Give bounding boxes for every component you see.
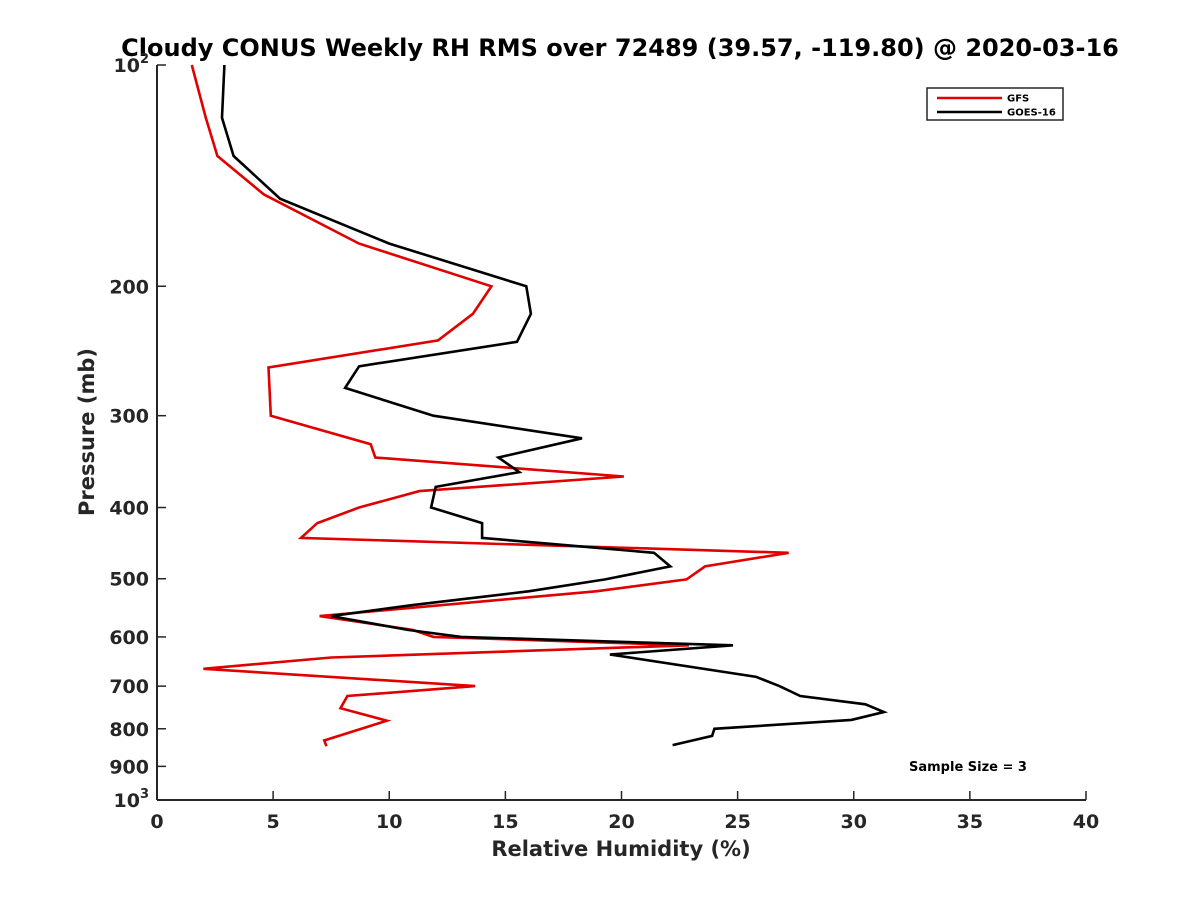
y-tick-label: 400 xyxy=(109,498,149,520)
y-tick-exponent: 2 xyxy=(140,52,149,67)
legend-box xyxy=(926,87,1064,121)
x-tick-label: 5 xyxy=(267,811,280,833)
y-tick-label: 200 xyxy=(109,276,149,298)
y-axis-label: Pressure (mb) xyxy=(75,348,99,516)
x-tick-label: 40 xyxy=(1073,811,1099,833)
x-tick-label: 25 xyxy=(724,811,750,833)
x-tick-label: 30 xyxy=(841,811,867,833)
y-tick-label: 600 xyxy=(109,627,149,649)
x-ticks: 0 5 10 15 20 25 30 35 40 xyxy=(150,791,1099,833)
x-tick-label: 10 xyxy=(376,811,402,833)
legend-label: GFS xyxy=(1007,94,1029,105)
y-tick-label: 500 xyxy=(109,569,149,591)
x-tick-label: 35 xyxy=(957,811,983,833)
legend: GFS GOES-16 xyxy=(926,87,1064,121)
legend-label: GOES-16 xyxy=(1007,108,1056,119)
series-layer xyxy=(190,64,889,747)
y-tick-label: 103 xyxy=(114,787,150,812)
x-tick-label: 20 xyxy=(608,811,634,833)
y-tick-label: 800 xyxy=(109,719,149,741)
chart-title: Cloudy CONUS Weekly RH RMS over 72489 (3… xyxy=(121,34,1119,62)
y-tick-base: 10 xyxy=(114,55,140,77)
y-tick-label: 300 xyxy=(109,406,149,428)
y-tick-label: 700 xyxy=(109,676,149,698)
x-tick-label: 15 xyxy=(492,811,518,833)
series-line-goes-16 xyxy=(220,64,889,747)
y-tick-base: 10 xyxy=(114,790,140,812)
x-tick-label: 0 xyxy=(150,811,163,833)
series-line-gfs xyxy=(190,64,789,747)
y-tick-label: 102 xyxy=(114,52,150,77)
x-axis-label: Relative Humidity (%) xyxy=(491,837,750,861)
y-tick-exponent: 3 xyxy=(140,787,149,802)
sample-size-annotation: Sample Size = 3 xyxy=(909,760,1027,775)
y-tick-label: 900 xyxy=(109,756,149,778)
